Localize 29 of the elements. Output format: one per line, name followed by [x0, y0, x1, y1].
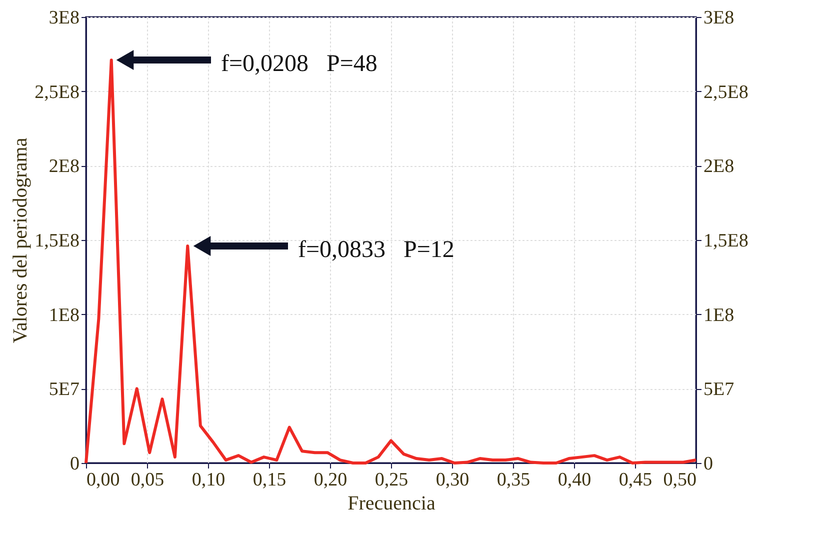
x-tick-label: 0,35 [496, 470, 530, 490]
x-tick-label: 0,00 [86, 470, 120, 490]
x-tick-label: 0,50 [663, 470, 696, 490]
y-tick-label: 2,5E8 [34, 82, 80, 103]
x-tick-label: 0,30 [436, 470, 470, 490]
y-tick-label: 0 [70, 454, 80, 474]
y2-tick-label: 3E8 [704, 8, 734, 28]
y-tick-label: 1,5E8 [34, 230, 80, 252]
y2-tick-label: 2,5E8 [704, 82, 748, 103]
y-tick-label: 5E7 [48, 379, 80, 400]
y-tick-label: 1E8 [48, 304, 80, 326]
x-tick-label: 0,40 [558, 470, 592, 490]
y-axis-title: Valores del periodograma [10, 138, 32, 344]
x-axis-title: Frecuencia [348, 492, 436, 514]
annotation: f=0,0208 P=48 [221, 51, 378, 77]
x-tick-label: 0,25 [374, 470, 408, 490]
y2-tick-label: 1E8 [704, 304, 734, 326]
y2-tick-label: 1,5E8 [704, 230, 748, 252]
y2-tick-label: 2E8 [704, 156, 734, 178]
y-tick-label: 3E8 [48, 8, 80, 28]
annotation: f=0,0833 P=12 [298, 237, 454, 263]
y-tick-label: 2E8 [48, 156, 80, 178]
x-tick-label: 0,10 [192, 470, 226, 490]
x-tick-label: 0,45 [618, 470, 652, 490]
y2-tick-label: 5E7 [704, 379, 734, 400]
x-tick-label: 0,15 [252, 470, 286, 490]
y2-tick-label: 0 [704, 454, 713, 474]
x-tick-label: 0,20 [314, 470, 348, 490]
x-tick-label: 0,05 [130, 470, 164, 490]
